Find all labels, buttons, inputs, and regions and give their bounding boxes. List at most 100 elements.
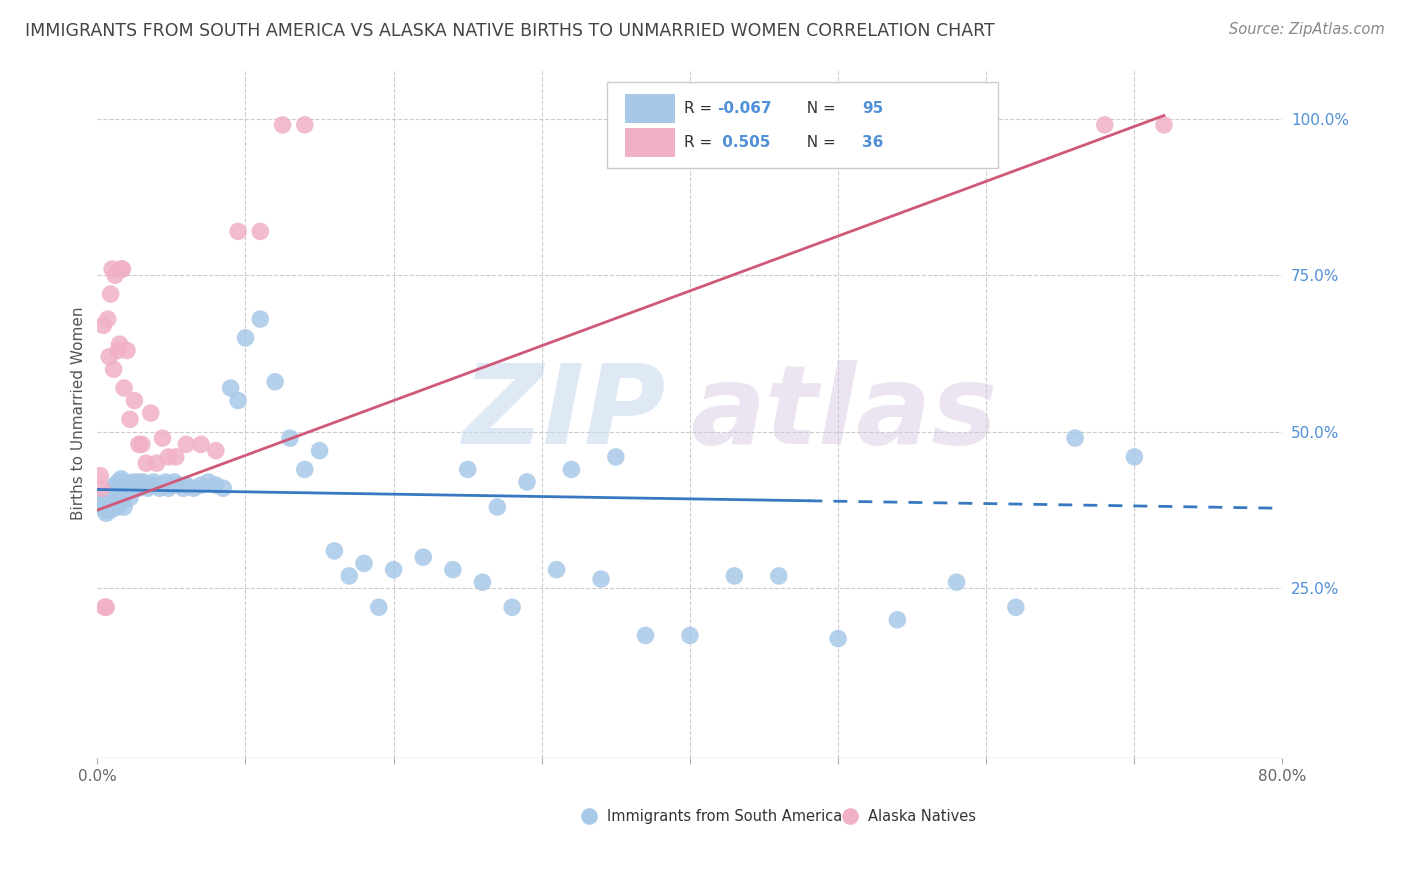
Text: 0.505: 0.505: [717, 136, 770, 151]
Point: [226, 393, 249, 408]
Point: [634, 628, 657, 642]
Point: [131, 478, 153, 492]
Point: [145, 478, 167, 492]
Point: [107, 475, 129, 489]
Point: [945, 575, 967, 590]
Point: [1153, 118, 1175, 132]
Y-axis label: Births to Unmarried Women: Births to Unmarried Women: [72, 306, 86, 520]
Point: [101, 262, 124, 277]
Point: [94, 600, 117, 615]
Point: [103, 481, 125, 495]
Point: [190, 437, 212, 451]
Point: [148, 481, 170, 495]
Point: [128, 437, 150, 451]
Point: [118, 491, 141, 505]
Point: [1064, 431, 1087, 445]
Point: [589, 572, 612, 586]
Point: [114, 487, 136, 501]
Point: [104, 478, 127, 492]
Text: -0.067: -0.067: [717, 101, 772, 116]
Text: Alaska Natives: Alaska Natives: [868, 809, 976, 823]
Text: 36: 36: [862, 136, 883, 151]
Point: [125, 478, 148, 492]
Point: [89, 468, 111, 483]
Point: [97, 312, 120, 326]
Text: 95: 95: [862, 101, 883, 116]
Point: [560, 462, 582, 476]
Point: [155, 475, 177, 489]
Point: [412, 550, 434, 565]
Point: [457, 462, 479, 476]
Point: [679, 628, 702, 642]
Point: [353, 557, 375, 571]
Point: [1123, 450, 1146, 464]
Point: [501, 600, 523, 615]
Point: [441, 563, 464, 577]
Point: [124, 481, 146, 495]
Point: [110, 487, 132, 501]
Text: ZIP: ZIP: [463, 359, 666, 467]
Point: [91, 318, 114, 333]
Text: R =: R =: [683, 101, 717, 116]
Point: [100, 287, 122, 301]
Point: [163, 475, 186, 489]
Text: IMMIGRANTS FROM SOUTH AMERICA VS ALASKA NATIVE BIRTHS TO UNMARRIED WOMEN CORRELA: IMMIGRANTS FROM SOUTH AMERICA VS ALASKA …: [25, 22, 995, 40]
Point: [367, 600, 389, 615]
Point: [167, 478, 190, 492]
Point: [136, 481, 159, 495]
Point: [827, 632, 849, 646]
Point: [105, 484, 128, 499]
Point: [294, 118, 316, 132]
Point: [152, 478, 174, 492]
Point: [249, 312, 271, 326]
Point: [122, 475, 145, 489]
Point: [516, 475, 538, 489]
Point: [219, 381, 242, 395]
Point: [104, 268, 127, 283]
Point: [235, 331, 257, 345]
Point: [278, 431, 301, 445]
Point: [294, 462, 316, 476]
Point: [139, 478, 162, 492]
Point: [382, 563, 405, 577]
Point: [96, 600, 118, 615]
Point: [115, 481, 138, 495]
Point: [174, 437, 197, 451]
Point: [605, 450, 627, 464]
Point: [117, 484, 139, 499]
Point: [226, 224, 249, 238]
Point: [197, 475, 219, 489]
Point: [108, 337, 131, 351]
Point: [103, 362, 125, 376]
Point: [90, 500, 112, 514]
Point: [546, 563, 568, 577]
Point: [104, 497, 127, 511]
Point: [98, 350, 121, 364]
Point: [702, 791, 724, 805]
Point: [174, 478, 197, 492]
Point: [212, 481, 235, 495]
Point: [264, 375, 287, 389]
Point: [112, 475, 135, 489]
Point: [486, 500, 509, 514]
FancyBboxPatch shape: [607, 82, 998, 169]
Point: [100, 484, 122, 499]
Point: [112, 381, 135, 395]
Text: Immigrants from South America: Immigrants from South America: [607, 809, 842, 823]
Point: [111, 262, 134, 277]
Point: [183, 481, 205, 495]
Point: [112, 500, 135, 514]
FancyBboxPatch shape: [624, 94, 675, 123]
Point: [107, 343, 129, 358]
Point: [97, 497, 120, 511]
Point: [139, 406, 162, 420]
Point: [128, 481, 150, 495]
Point: [120, 478, 142, 492]
Point: [271, 118, 294, 132]
Text: Source: ZipAtlas.com: Source: ZipAtlas.com: [1229, 22, 1385, 37]
Point: [308, 443, 330, 458]
Point: [124, 393, 146, 408]
Point: [94, 491, 117, 505]
Point: [768, 569, 790, 583]
Point: [132, 475, 155, 489]
